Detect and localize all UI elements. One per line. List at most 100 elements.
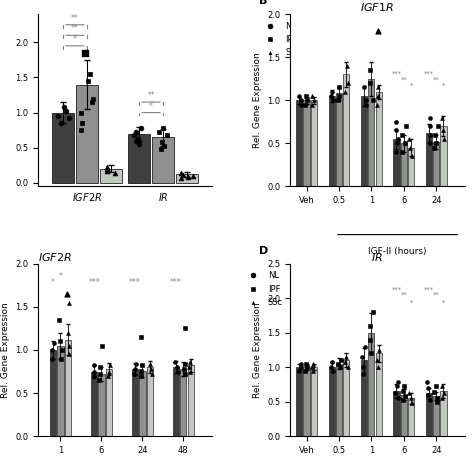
Point: [96, 370, 104, 378]
Point: [90, 362, 98, 369]
Point: [439, 127, 447, 134]
Bar: [311, 100, 317, 186]
Bar: [91, 372, 97, 436]
Point: [433, 394, 441, 401]
Point: [77, 127, 84, 134]
Bar: [343, 74, 349, 186]
Point: [103, 163, 110, 171]
Point: [137, 333, 145, 341]
Point: [374, 92, 382, 100]
Point: [310, 360, 317, 367]
Point: [163, 131, 171, 139]
Bar: [57, 346, 64, 436]
Point: [131, 131, 138, 139]
Text: *: *: [410, 82, 413, 88]
Bar: [426, 393, 432, 436]
Point: [427, 139, 434, 147]
Point: [91, 368, 98, 375]
Bar: [401, 395, 407, 436]
Bar: [440, 392, 447, 436]
Point: [104, 166, 112, 173]
Bar: [64, 340, 71, 436]
Point: [155, 128, 163, 136]
Point: [401, 392, 409, 400]
Point: [398, 131, 406, 138]
Text: ***: ***: [88, 278, 100, 287]
Point: [159, 138, 166, 146]
Point: [89, 95, 97, 102]
Text: **: **: [71, 24, 79, 33]
Point: [301, 367, 309, 374]
Point: [105, 368, 113, 375]
Text: **: **: [71, 14, 79, 23]
Text: **: **: [401, 292, 407, 298]
Point: [146, 360, 154, 367]
Point: [424, 384, 431, 392]
Point: [309, 101, 316, 109]
Point: [61, 103, 68, 111]
Point: [406, 390, 413, 397]
Point: [361, 343, 368, 350]
Point: [177, 174, 185, 182]
Point: [50, 339, 58, 347]
Point: [303, 364, 310, 371]
Text: **: **: [147, 91, 155, 100]
Point: [440, 135, 448, 143]
Point: [341, 88, 349, 95]
Bar: [368, 333, 374, 436]
Point: [335, 92, 343, 100]
Point: [359, 364, 367, 371]
Point: [392, 148, 400, 156]
Bar: [328, 96, 335, 186]
Point: [401, 383, 408, 390]
Legend: NL, IPF, SSc: NL, IPF, SSc: [241, 268, 286, 310]
Point: [438, 114, 446, 121]
Point: [159, 124, 167, 132]
Bar: [98, 374, 105, 436]
Point: [368, 350, 375, 357]
Bar: [180, 369, 186, 436]
Point: [374, 27, 382, 35]
Point: [374, 364, 382, 371]
Text: ***: ***: [392, 286, 401, 292]
Point: [147, 365, 155, 373]
Bar: [433, 142, 439, 186]
Bar: [76, 84, 98, 183]
Point: [374, 356, 381, 364]
Point: [366, 66, 374, 74]
Point: [432, 139, 439, 147]
Point: [171, 358, 179, 366]
Point: [295, 367, 303, 374]
Point: [173, 364, 181, 371]
Point: [366, 79, 374, 87]
Text: ***: ***: [424, 71, 434, 77]
Bar: [408, 148, 414, 186]
Point: [310, 97, 318, 104]
Bar: [311, 367, 317, 436]
Bar: [393, 392, 400, 436]
Point: [309, 364, 316, 371]
Point: [426, 131, 434, 138]
Point: [181, 360, 189, 367]
Point: [88, 98, 95, 106]
Point: [369, 308, 377, 316]
Point: [330, 367, 337, 374]
Bar: [368, 79, 374, 186]
Text: B: B: [259, 0, 267, 6]
Point: [96, 376, 103, 384]
Bar: [139, 371, 146, 436]
Bar: [408, 398, 414, 436]
Point: [309, 367, 317, 374]
Point: [394, 379, 401, 386]
Point: [63, 290, 71, 298]
Point: [86, 70, 93, 78]
Text: *: *: [442, 82, 445, 88]
Point: [133, 128, 140, 136]
Point: [185, 364, 193, 371]
Point: [308, 92, 316, 100]
Point: [329, 97, 337, 104]
Point: [424, 391, 432, 399]
Point: [65, 299, 73, 306]
Point: [408, 399, 415, 407]
Bar: [128, 134, 150, 183]
